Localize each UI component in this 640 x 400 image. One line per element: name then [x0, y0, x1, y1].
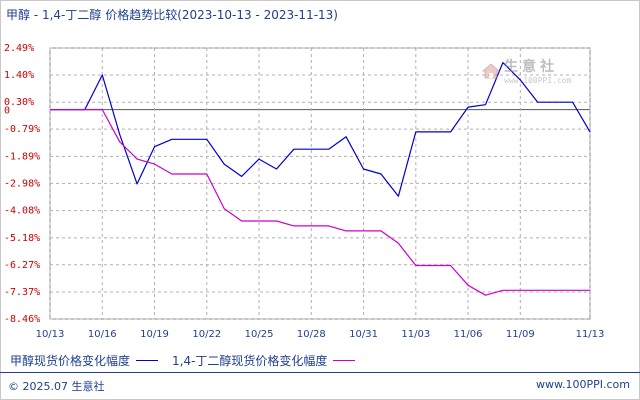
x-tick-label: 11/03 [401, 329, 430, 340]
y-tick-label: -7.37% [4, 287, 40, 298]
legend-swatch-series-2 [333, 360, 356, 361]
footer-site-link[interactable]: www.100PPI.com [536, 378, 630, 391]
chart-title: 甲醇 - 1,4-丁二醇 价格趋势比较(2023-10-13 - 2023-11… [6, 8, 338, 22]
y-tick-label: -8.46% [4, 314, 40, 325]
legend-item-series-2: 1,4-丁二醇现货价格变化幅度 [172, 352, 356, 369]
y-tick-label: -6.27% [4, 260, 40, 271]
chart-canvas: 2.49% 1.40% 0.30% -0.79% -1.89% -2.98% -4.08% -… [4, 43, 605, 340]
x-tick-label: 10/25 [245, 329, 274, 340]
series-line-2 [50, 108, 590, 296]
x-tick-label: 11/09 [506, 329, 535, 340]
y-tick-label: -0.79% [4, 124, 40, 135]
y-tick-label: 2.49% [4, 43, 34, 54]
legend-label-series-1: 甲醇现货价格变化幅度 [10, 354, 131, 368]
x-tick-label: 10/13 [36, 329, 65, 340]
x-tick-label: 10/22 [192, 329, 221, 340]
series-line-1 [50, 61, 591, 197]
house-logo-icon [482, 62, 500, 78]
watermark-name: 生意社 [504, 59, 558, 75]
y-tick-label: 1.40% [4, 70, 34, 81]
footer-divider [0, 372, 640, 373]
chart-legend: 甲醇现货价格变化幅度 1,4-丁二醇现货价格变化幅度 [10, 352, 369, 369]
legend-swatch-series-1 [136, 360, 159, 361]
x-tick-label: 11/13 [576, 329, 605, 340]
watermark-logo: 生意社 www.100PPI.com [482, 56, 571, 85]
x-tick-label: 10/31 [349, 329, 378, 340]
y-tick-label: -5.18% [4, 233, 40, 244]
y-tick-label: 0.30% [4, 97, 34, 108]
y-tick-label: -1.89% [4, 151, 40, 162]
x-tick-label: 11/06 [454, 329, 483, 340]
y-tick-label: -4.08% [4, 206, 40, 217]
footer-copyright: © 2025.07 生意社 [8, 380, 105, 393]
x-tick-label: 10/19 [140, 329, 169, 340]
legend-item-series-1: 甲醇现货价格变化幅度 [10, 352, 159, 369]
x-tick-label: 10/16 [88, 329, 117, 340]
y-tick-label: -2.98% [4, 178, 40, 189]
x-tick-label: 10/28 [297, 329, 326, 340]
watermark-url: www.100PPI.com [504, 76, 572, 85]
legend-label-series-2: 1,4-丁二醇现货价格变化幅度 [172, 354, 328, 368]
zero-label: 0 [4, 106, 10, 117]
